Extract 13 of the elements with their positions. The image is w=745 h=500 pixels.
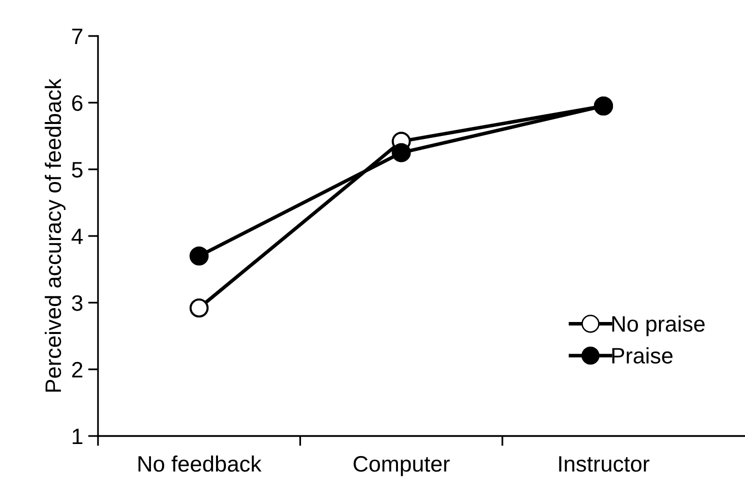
legend-label: Praise (612, 347, 672, 364)
legend-label: No praise (612, 315, 705, 336)
y-axis-title: Perceived accuracy of feedback (44, 78, 66, 392)
y-tick-label: 5 (72, 162, 82, 178)
y-tick-label: 4 (72, 228, 83, 244)
y-tick-label: 3 (72, 295, 82, 311)
x-tick-label: Computer (354, 456, 450, 476)
x-tick-label: No feedback (138, 455, 262, 472)
y-tick-label: 6 (72, 95, 82, 111)
y-tick-label: 1 (72, 428, 82, 444)
y-tick-label: 2 (72, 362, 82, 378)
y-tick-label: 7 (72, 28, 82, 44)
x-tick-label: Instructor (559, 456, 650, 472)
